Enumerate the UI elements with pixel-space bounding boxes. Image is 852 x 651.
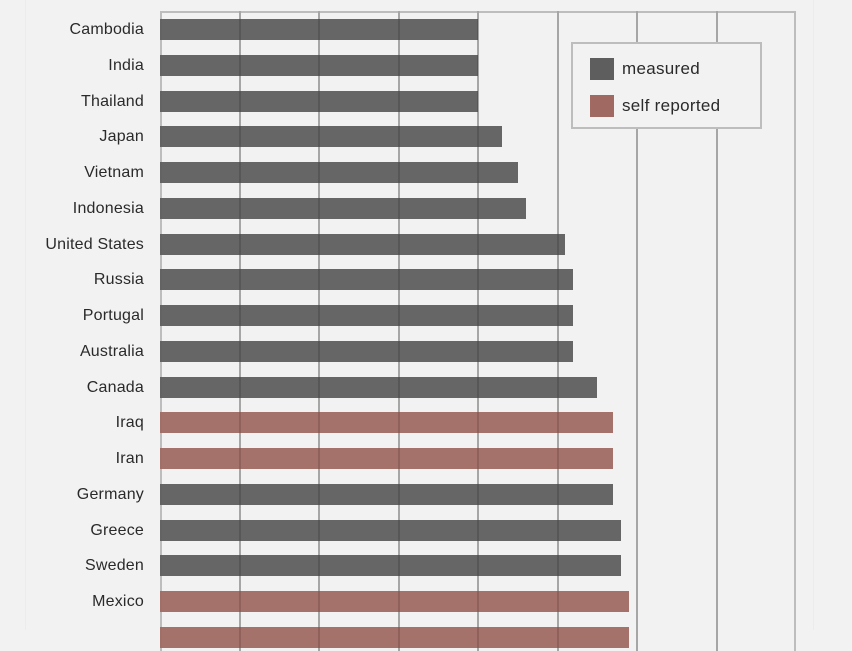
category-label: Japan [99, 128, 144, 146]
legend-label: measured [622, 59, 700, 78]
legend-label: self reported [622, 96, 721, 115]
legend-item-measured: measured [590, 58, 700, 80]
bar-vietnam [160, 162, 518, 183]
bar-united-states [160, 233, 566, 255]
gridline [715, 11, 718, 651]
category-label: Sweden [84, 557, 144, 575]
category-label: Iraq [115, 414, 144, 432]
bar-india [160, 54, 478, 76]
legend-swatch-measured [590, 58, 614, 80]
category-label: Greece [90, 521, 144, 539]
bar-thailand [160, 90, 478, 112]
category-label: Russia [93, 271, 144, 289]
category-label: Australia [79, 342, 144, 360]
bar-iraq [160, 412, 614, 434]
bar-portugal [160, 305, 574, 326]
bar-greece [160, 519, 622, 541]
bar-indonesia [160, 197, 526, 219]
category-label: Canada [86, 378, 144, 396]
bar-russia [160, 269, 574, 291]
bar-cambodia [160, 19, 478, 40]
gridline [636, 11, 638, 651]
gridline [397, 11, 400, 651]
gridline [477, 11, 479, 651]
bar-canada [160, 376, 598, 398]
bar-mexico [160, 591, 630, 612]
bar-australia [160, 340, 574, 362]
bar-japan [160, 126, 502, 148]
category-label: India [108, 56, 144, 74]
category-label: Portugal [82, 307, 144, 324]
category-label: Iran [115, 450, 144, 467]
category-label: Cambodia [69, 21, 144, 38]
gridline [318, 11, 320, 651]
legend-item-self-reported: self reported [590, 95, 720, 117]
category-label: Vietnam [84, 164, 144, 181]
bar-sweden [160, 555, 622, 577]
bar-germany [160, 483, 614, 505]
bar-iran [160, 448, 614, 469]
category-label: Thailand [81, 92, 144, 110]
category-label: Indonesia [72, 199, 144, 217]
chart-legend: measured self reported [571, 42, 762, 129]
gridline [238, 11, 241, 651]
category-label: Mexico [92, 593, 144, 610]
legend-swatch-self-reported [590, 95, 614, 117]
gridline [556, 11, 559, 651]
category-label: Germany [76, 485, 144, 503]
category-label: United States [45, 235, 144, 253]
